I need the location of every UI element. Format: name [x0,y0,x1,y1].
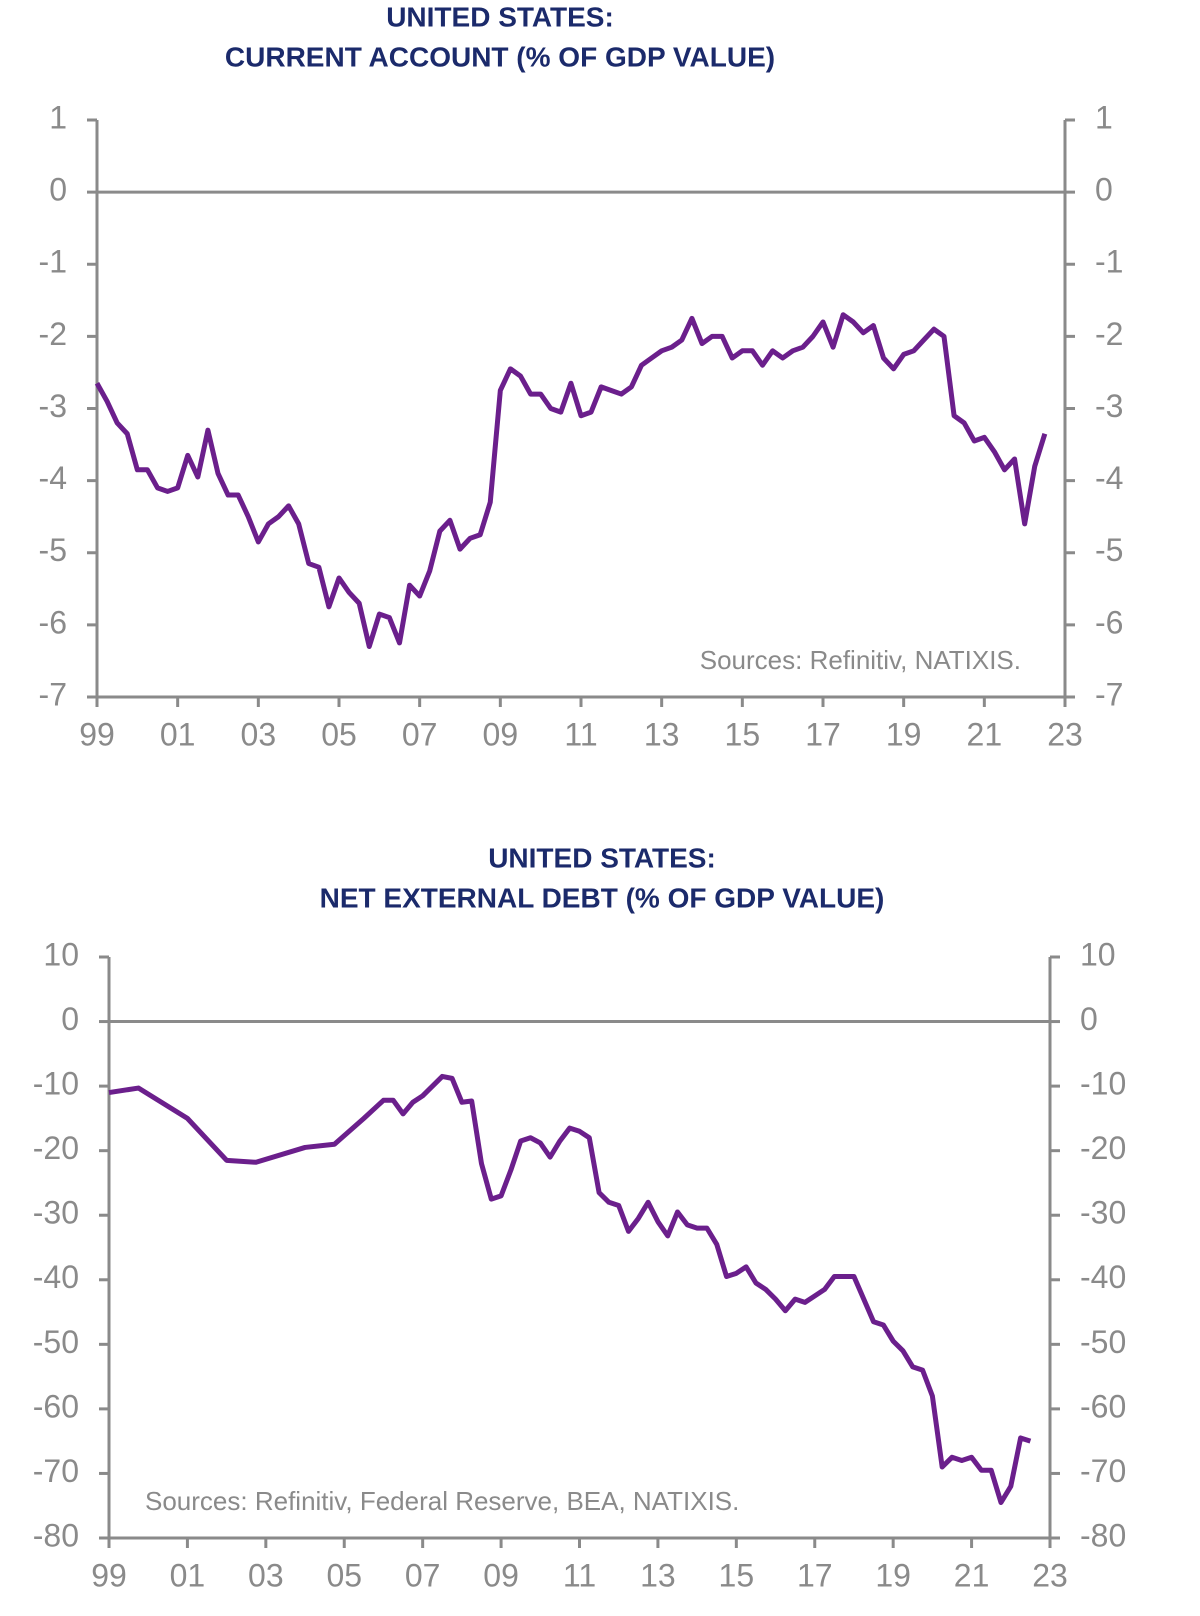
y-tick-label: -2 [39,316,67,352]
x-tick-label: 01 [170,1557,206,1593]
y-tick-label: -5 [39,532,67,568]
x-tick-label: 07 [405,1557,441,1593]
y-tick-label: -3 [39,388,67,424]
y-tick-label: -50 [33,1324,79,1360]
x-tick-label: 21 [954,1557,990,1593]
y-tick-label: -60 [33,1388,79,1424]
y-tick-label: 0 [61,1001,79,1037]
y2-tick-label: -3 [1095,388,1123,424]
y2-tick-label: -4 [1095,460,1123,496]
x-tick-label: 05 [326,1557,362,1593]
y2-tick-label: -80 [1080,1517,1126,1553]
y-tick-label: -40 [33,1259,79,1295]
y2-tick-label: -70 [1080,1453,1126,1489]
data-line [94,312,1048,650]
x-tick-label: 13 [644,716,680,752]
x-tick-label: 23 [1032,1557,1068,1593]
x-tick-label: 11 [564,716,597,752]
y2-tick-label: -7 [1095,676,1123,712]
y-tick-label: -70 [33,1453,79,1489]
y2-tick-label: 0 [1080,1001,1098,1037]
x-tick-label: 99 [79,716,115,752]
x-tick-label: 13 [640,1557,676,1593]
y-tick-label: -80 [33,1517,79,1553]
y2-tick-label: -10 [1080,1066,1126,1102]
y-tick-label: -10 [33,1066,79,1102]
x-tick-label: 19 [875,1557,911,1593]
x-tick-label: 17 [805,716,841,752]
y-tick-label: -6 [39,604,67,640]
y-tick-label: 0 [49,172,67,208]
y2-tick-label: 1 [1095,99,1113,135]
x-tick-label: 19 [886,716,922,752]
x-tick-label: 11 [563,1557,596,1593]
x-tick-label: 15 [719,1557,755,1593]
y2-tick-label: 10 [1080,936,1116,972]
y2-tick-label: -1 [1095,244,1123,280]
x-tick-label: 21 [967,716,1003,752]
x-tick-label: 15 [725,716,761,752]
chart-title: UNITED STATES: [386,1,614,32]
y-tick-label: -30 [33,1195,79,1231]
y2-tick-label: -20 [1080,1130,1126,1166]
x-tick-label: 09 [483,716,519,752]
y-tick-label: -7 [39,676,67,712]
x-tick-label: 05 [321,716,357,752]
y2-tick-label: -30 [1080,1195,1126,1231]
y2-tick-label: 0 [1095,172,1113,208]
y-tick-label: 1 [49,99,67,135]
y2-tick-label: -5 [1095,532,1123,568]
y2-tick-label: -50 [1080,1324,1126,1360]
x-tick-label: 17 [797,1557,833,1593]
source-note: Sources: Refinitiv, Federal Reserve, BEA… [145,1486,739,1516]
x-tick-label: 99 [91,1557,127,1593]
x-tick-label: 09 [483,1557,519,1593]
y-tick-label: -1 [39,244,67,280]
x-tick-label: 01 [160,716,196,752]
source-note: Sources: Refinitiv, NATIXIS. [700,645,1021,675]
y2-tick-label: -40 [1080,1259,1126,1295]
y2-tick-label: -60 [1080,1388,1126,1424]
y2-tick-label: -2 [1095,316,1123,352]
chart-subtitle: CURRENT ACCOUNT (% OF GDP VALUE) [225,41,775,72]
chart-subtitle: NET EXTERNAL DEBT (% OF GDP VALUE) [320,882,885,913]
x-tick-label: 03 [241,716,277,752]
data-line [108,1073,1032,1505]
y2-tick-label: -6 [1095,604,1123,640]
y-tick-label: -20 [33,1130,79,1166]
y-tick-label: -4 [39,460,67,496]
chart-title: UNITED STATES: [488,842,716,873]
x-tick-label: 07 [402,716,438,752]
y-tick-label: 10 [43,936,79,972]
x-tick-label: 23 [1047,716,1083,752]
x-tick-label: 03 [248,1557,284,1593]
